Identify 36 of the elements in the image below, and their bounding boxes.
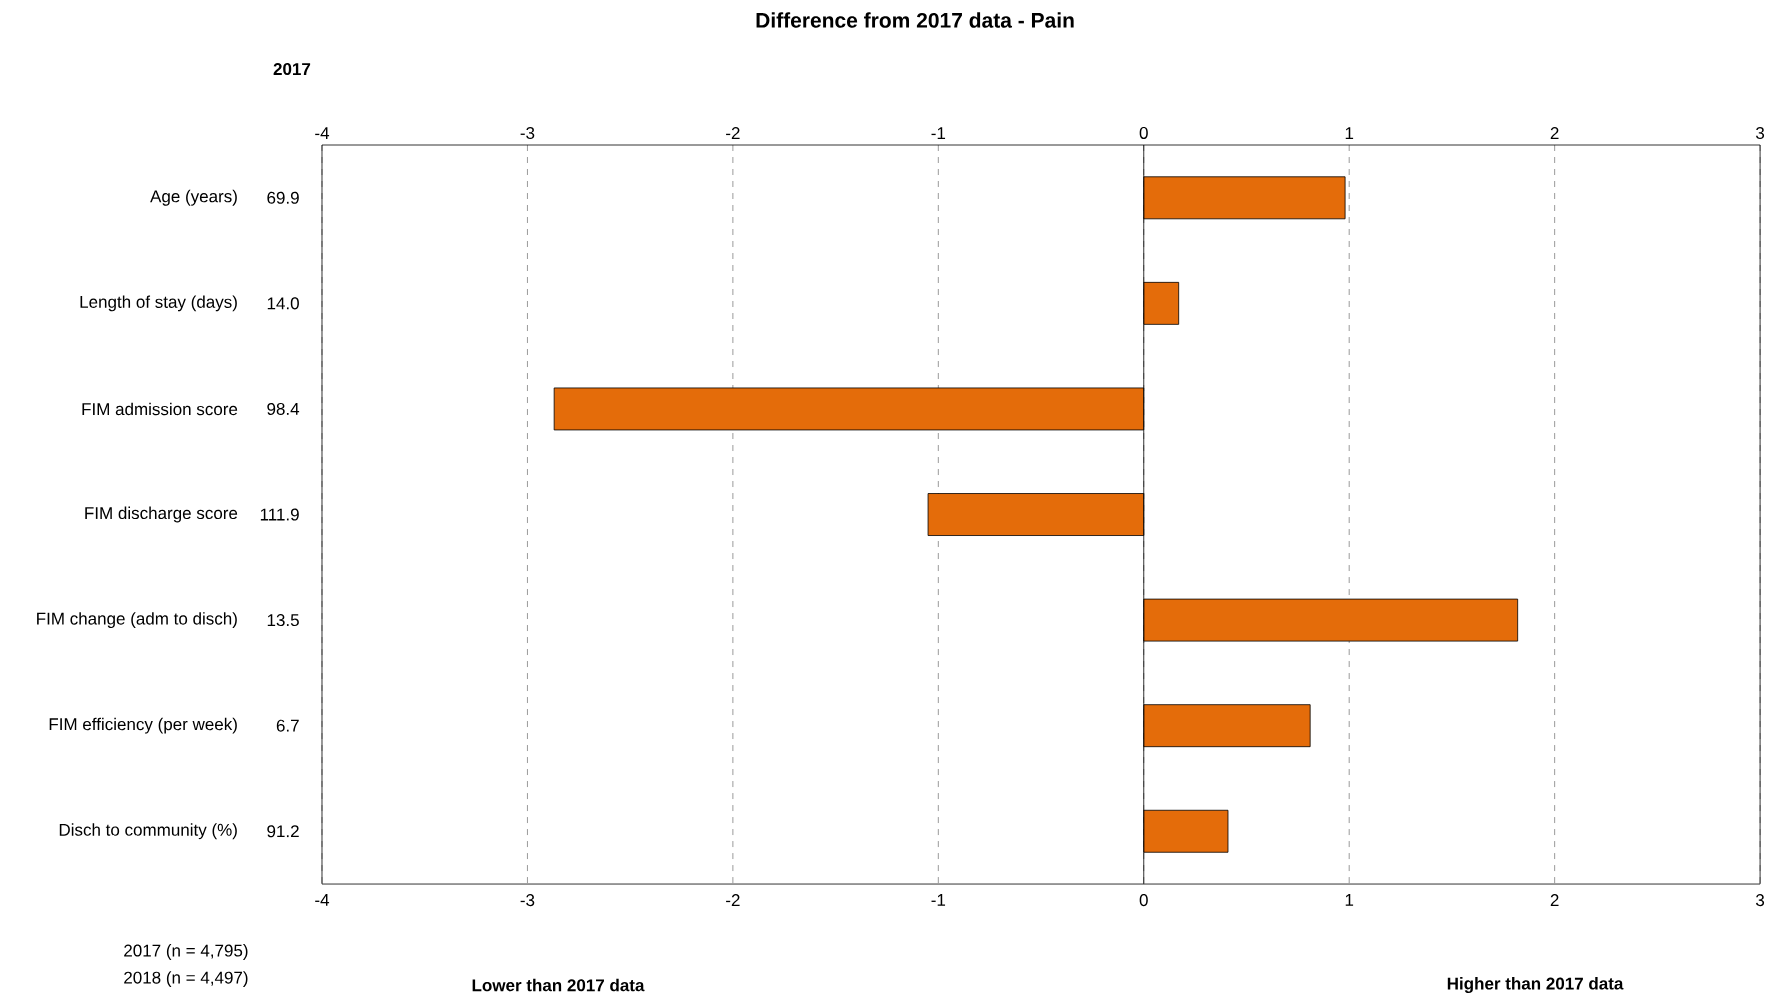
y-tick-label: FIM discharge score [85, 506, 238, 523]
x-tick-label: 0 [1139, 126, 1148, 139]
x2-tick-label: -1 [931, 894, 946, 906]
text: 2017 (n = 4,795) [124, 944, 248, 960]
text: Higher than 2017 data [1447, 977, 1624, 994]
text: 2018 (n = 4,497) [124, 971, 248, 987]
y-tick-label: FIM admission score [82, 402, 238, 416]
x2-tick-label: 1 [1345, 894, 1354, 906]
x2-tick-label: 0 [1139, 894, 1148, 907]
x-tick-label: -2 [726, 127, 740, 139]
x2-tick-label: -2 [726, 894, 740, 906]
x-tick-label: 3 [1756, 126, 1765, 139]
text: 2017 [273, 63, 311, 76]
text: 14.0 [267, 297, 299, 310]
x-tick-label: -4 [315, 127, 330, 139]
chart-title: Difference from 2017 data - Pain [756, 12, 1074, 28]
y-tick-label: Age (years) [150, 189, 237, 206]
text: 6.7 [276, 719, 299, 732]
text: 91.2 [267, 825, 299, 838]
x2-tick-label: -3 [520, 894, 535, 907]
y-tick-label: FIM efficiency (per week) [49, 717, 237, 734]
x-tick-label: -3 [520, 126, 535, 139]
x2-tick-label: 2 [1550, 894, 1559, 906]
y-tick-label: Disch to community (%) [59, 823, 237, 840]
text: 98.4 [267, 402, 300, 415]
y-tick-label: FIM change (adm to disch) [37, 612, 237, 629]
text: 69.9 [267, 191, 299, 204]
text: 13.5 [267, 614, 299, 627]
x-tick-label: -1 [931, 127, 946, 139]
x2-tick-label: 3 [1756, 894, 1765, 907]
x-tick-label: 2 [1550, 127, 1559, 139]
x-tick-label: 1 [1345, 127, 1354, 139]
x2-tick-label: -4 [315, 894, 330, 906]
text: Lower than 2017 data [472, 978, 645, 992]
text: 111.9 [260, 508, 299, 521]
y-tick-label: Length of stay (days) [80, 295, 237, 312]
